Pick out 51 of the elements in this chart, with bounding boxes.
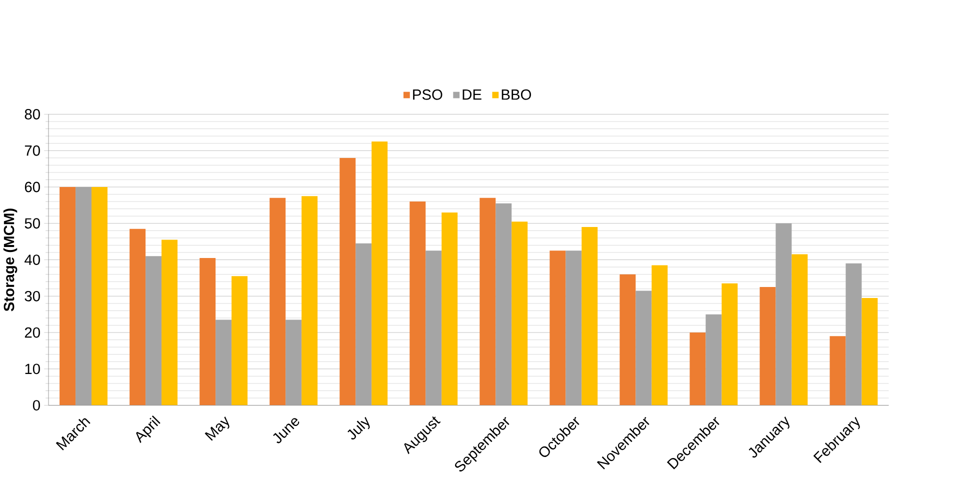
y-tick-label: 30 [24,290,40,302]
y-tick-label: 50 [24,218,40,229]
bar [706,314,722,406]
legend-label: PSO [413,89,442,100]
bar [636,290,652,406]
bar [76,186,92,406]
bar [92,186,108,406]
bar [442,212,458,406]
bar [130,228,146,406]
x-tick-label: July [348,416,370,440]
y-tick-label: 40 [24,254,40,265]
bar [846,263,862,406]
bar [286,320,302,406]
bar [566,250,582,406]
bar [200,258,216,406]
bar [302,196,318,406]
bar [480,198,496,406]
bar [722,283,738,406]
bar [410,201,426,406]
y-tick-label: 0 [32,400,40,410]
bar [146,256,162,406]
bar [582,226,598,406]
bar [620,274,636,406]
y-tick-label: 20 [24,327,40,338]
y-tick-label: 60 [24,182,40,192]
bar [512,222,528,406]
y-axis-title: Storage (MCM) [3,208,18,312]
legend-label: BBO [502,89,532,100]
bar [760,286,776,406]
bar [496,203,512,406]
bar [60,186,76,406]
bar [372,141,388,406]
y-tick-label: 80 [24,108,40,120]
bar [340,158,356,406]
bar [652,265,668,406]
bar [356,243,372,406]
bar [776,223,792,406]
bar [232,276,248,406]
y-tick-label: 10 [25,364,40,374]
legend-label: DE [462,89,482,100]
bar [270,198,286,406]
bar [426,250,442,406]
bar [862,298,878,406]
bar [550,250,566,406]
y-tick-label: 70 [24,145,40,156]
bar [162,240,178,406]
x-tick-label: May [204,416,230,441]
bar [216,320,232,406]
bar [792,254,808,406]
bar [830,336,846,406]
bar [690,332,706,406]
